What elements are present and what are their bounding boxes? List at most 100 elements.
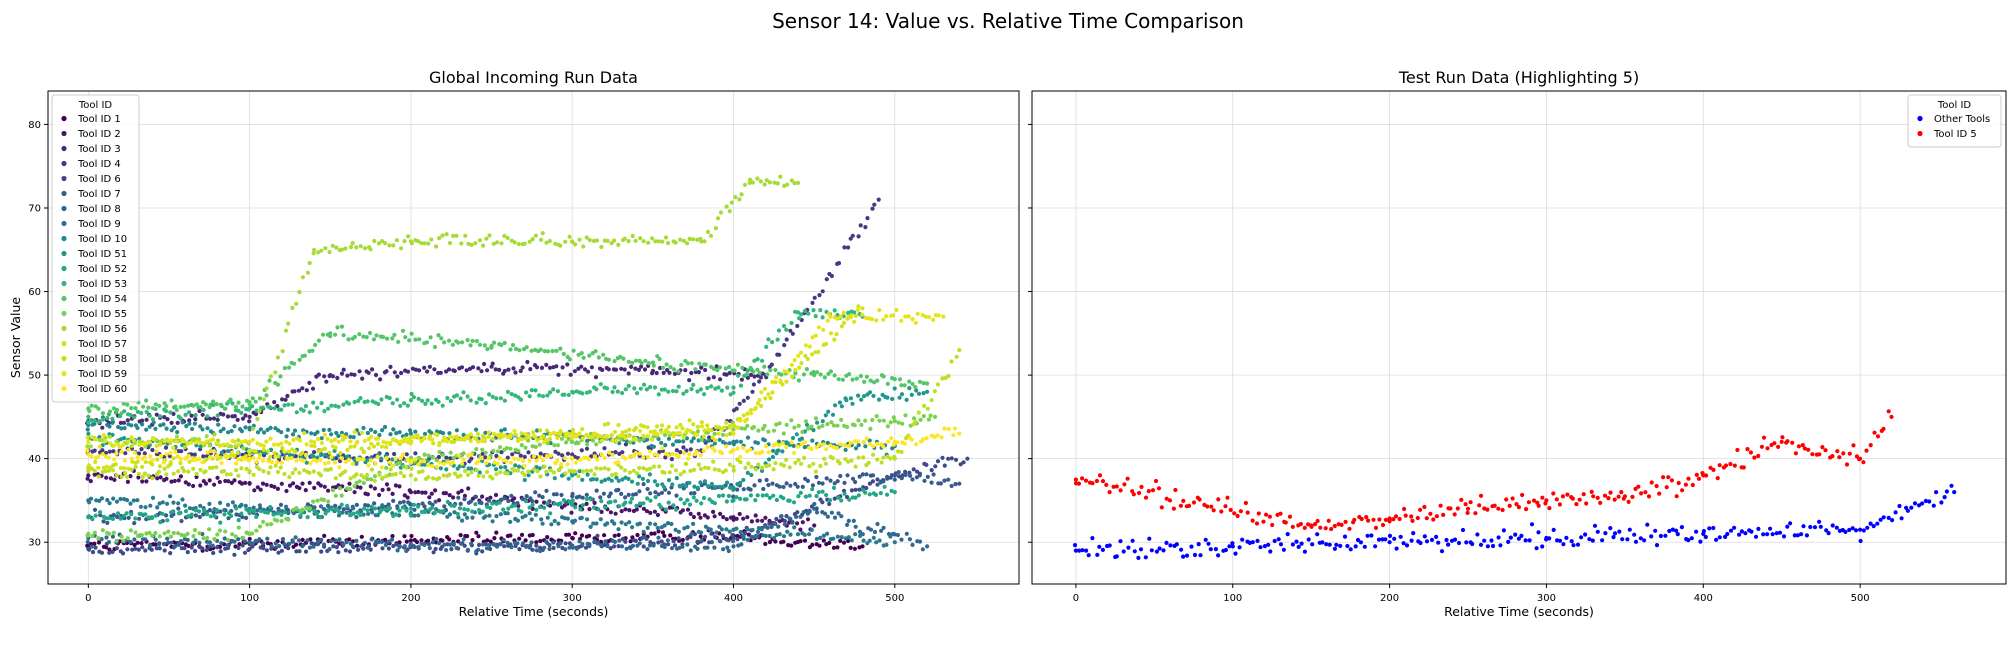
data-point <box>589 365 595 370</box>
data-point <box>551 545 556 551</box>
data-point <box>208 416 213 421</box>
data-point <box>657 464 662 469</box>
data-point <box>821 538 826 543</box>
data-point <box>474 530 479 535</box>
data-point <box>402 544 407 549</box>
data-point <box>737 401 742 406</box>
data-point <box>86 469 91 474</box>
data-point <box>1470 541 1475 547</box>
data-point <box>699 420 704 425</box>
data-point <box>333 445 338 450</box>
data-point <box>623 387 628 392</box>
data-point <box>911 467 916 472</box>
data-point <box>670 482 675 487</box>
data-point <box>508 435 513 440</box>
data-point <box>942 426 947 431</box>
data-point <box>278 374 283 379</box>
data-point <box>490 437 495 442</box>
data-point <box>770 340 775 345</box>
data-point <box>268 374 273 379</box>
legend-marker <box>61 205 67 212</box>
data-point <box>637 489 642 494</box>
data-point <box>128 539 133 545</box>
data-point <box>778 174 783 179</box>
data-point <box>1516 505 1521 510</box>
data-point <box>301 458 306 463</box>
data-point <box>916 410 921 415</box>
data-point <box>349 372 354 377</box>
data-point <box>868 426 873 431</box>
data-point <box>289 456 294 461</box>
data-point <box>1909 505 1914 510</box>
data-point <box>684 389 689 394</box>
data-point <box>688 511 693 516</box>
data-point <box>316 436 321 442</box>
data-point <box>813 333 818 338</box>
data-point <box>354 245 359 250</box>
data-point <box>347 481 352 486</box>
data-point <box>229 513 234 519</box>
data-point <box>282 471 287 477</box>
data-point <box>279 407 284 412</box>
data-point <box>813 469 819 474</box>
data-point <box>787 516 792 521</box>
data-point <box>718 377 723 382</box>
data-point <box>702 239 707 244</box>
data-point <box>691 422 696 427</box>
data-point <box>524 390 529 395</box>
data-point <box>524 494 529 499</box>
data-point <box>143 505 148 510</box>
data-point <box>308 439 314 444</box>
data-point <box>437 498 442 503</box>
data-point <box>420 398 425 403</box>
data-point <box>845 473 850 478</box>
data-point <box>871 452 876 457</box>
data-point <box>1397 516 1402 522</box>
data-point <box>336 404 341 409</box>
data-point <box>1315 518 1320 524</box>
data-point <box>144 479 149 484</box>
data-point <box>390 336 395 341</box>
data-point <box>598 466 603 471</box>
legend-entry: Tool ID 3 <box>77 144 121 155</box>
data-point <box>372 238 377 244</box>
data-point <box>196 437 201 442</box>
data-point <box>820 489 825 494</box>
data-point <box>474 447 479 452</box>
data-point <box>623 539 628 544</box>
data-point <box>428 335 433 340</box>
legend-entry: Tool ID 60 <box>77 384 127 395</box>
x-tick-label: 200 <box>401 593 420 604</box>
data-point <box>279 548 284 553</box>
data-point <box>787 465 792 470</box>
data-point <box>628 500 633 505</box>
data-point <box>108 476 113 481</box>
data-point <box>408 506 413 511</box>
data-point <box>825 422 830 427</box>
data-point <box>662 485 667 490</box>
data-point <box>763 533 768 539</box>
data-point <box>491 448 496 453</box>
data-point <box>635 481 640 486</box>
data-point <box>1410 518 1415 524</box>
data-point <box>492 536 497 541</box>
data-point <box>86 431 91 436</box>
data-point <box>1574 502 1579 507</box>
data-point <box>870 206 875 211</box>
data-point <box>422 436 427 441</box>
data-point <box>1178 503 1183 508</box>
data-point <box>760 465 765 470</box>
data-point <box>666 453 671 458</box>
data-point <box>426 453 431 458</box>
data-point <box>602 533 607 538</box>
data-point <box>748 177 753 182</box>
data-point <box>832 373 837 378</box>
data-point <box>576 440 581 446</box>
data-point <box>807 532 812 537</box>
data-point <box>380 475 385 480</box>
data-point <box>319 537 324 542</box>
data-point <box>279 519 284 524</box>
data-point <box>805 478 811 483</box>
data-point <box>499 241 504 246</box>
